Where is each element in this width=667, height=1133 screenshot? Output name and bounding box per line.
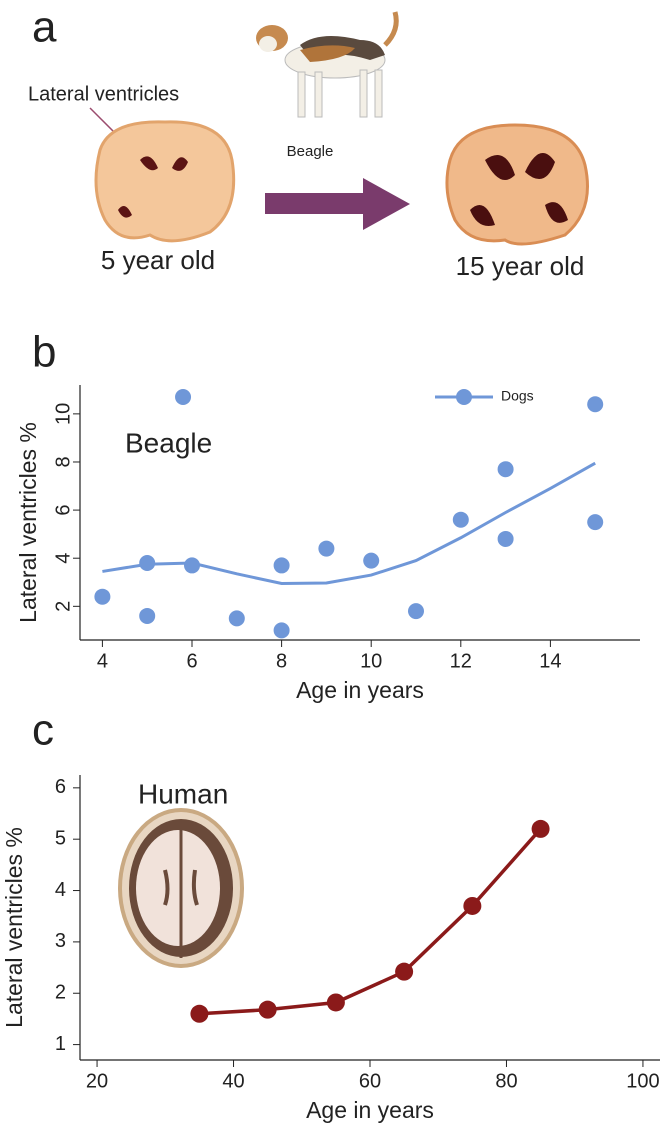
point	[326, 993, 345, 1012]
x-tick-label: 100	[626, 1070, 659, 1092]
panel-label: a	[32, 3, 57, 52]
point	[273, 622, 290, 639]
old-brain	[445, 123, 589, 246]
point	[408, 603, 424, 620]
line	[199, 827, 542, 1016]
y-tick-label: 5	[55, 827, 66, 849]
point	[531, 819, 550, 838]
x-tick-label: 80	[495, 1070, 517, 1092]
dog-illustration	[256, 11, 399, 118]
point	[258, 1000, 277, 1019]
point	[497, 530, 514, 547]
y-tick-label: 10	[52, 403, 74, 425]
y-tick-label: 6	[55, 776, 66, 798]
breed-label: Beagle	[287, 143, 334, 160]
x-tick-label: 20	[86, 1070, 108, 1092]
point	[463, 896, 482, 915]
y-tick-label: 4	[55, 879, 66, 901]
x-tick-label: 40	[222, 1070, 244, 1092]
x-tick-label: 12	[450, 650, 472, 672]
y-tick-label: 3	[55, 930, 66, 952]
y-tick-label: 2	[55, 982, 66, 1004]
point	[273, 557, 290, 574]
y-axis-label: Lateral ventricles %	[1, 827, 27, 1028]
old-label: 15 year old	[456, 251, 585, 281]
trend-line	[102, 461, 596, 585]
point	[452, 511, 469, 528]
x-axis-label: Age in years	[306, 1097, 434, 1123]
legend-label: Dogs	[501, 388, 534, 404]
annotation: Human	[138, 778, 228, 809]
point	[587, 396, 604, 413]
x-tick-label: 60	[359, 1070, 381, 1092]
x-tick-label: 8	[276, 650, 287, 672]
point	[587, 514, 604, 531]
x-tick-label: 14	[539, 650, 561, 672]
point	[363, 552, 380, 569]
point	[184, 557, 200, 574]
y-tick-label: 1	[55, 1033, 66, 1055]
x-tick-label: 4	[97, 650, 108, 672]
pointer-label: Lateral ventricles	[28, 83, 179, 105]
y-tick-label: 2	[52, 601, 74, 612]
point	[318, 540, 335, 557]
point	[139, 555, 156, 572]
point	[94, 588, 111, 605]
point	[228, 610, 245, 627]
young-label: 5 year old	[101, 245, 215, 275]
point	[190, 1004, 209, 1023]
y-tick-label: 6	[52, 505, 74, 516]
point	[139, 607, 156, 624]
young-brain	[94, 120, 236, 243]
x-tick-label: 6	[186, 650, 197, 672]
x-axis-label: Age in years	[296, 677, 424, 703]
annotation: Beagle	[125, 427, 212, 458]
human-brain-illustration	[118, 808, 244, 968]
point	[175, 389, 192, 406]
y-axis-label: Lateral ventricles %	[15, 422, 41, 623]
point	[395, 962, 414, 981]
y-tick-label: 8	[52, 456, 74, 467]
y-tick-label: 4	[52, 553, 74, 564]
panel-label: c	[32, 706, 54, 755]
arrow	[265, 178, 410, 230]
legend-marker	[456, 389, 472, 405]
point	[497, 461, 514, 478]
x-tick-label: 10	[360, 650, 382, 672]
panel-label: b	[32, 328, 56, 377]
